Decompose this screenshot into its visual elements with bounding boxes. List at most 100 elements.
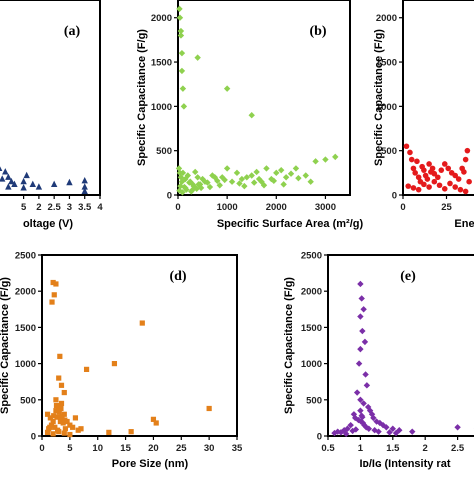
diamond-marker bbox=[194, 54, 200, 60]
square-marker bbox=[62, 431, 67, 436]
square-marker bbox=[53, 397, 58, 402]
y-tick-label: 2000 bbox=[376, 13, 397, 24]
circle-marker bbox=[421, 182, 427, 188]
square-marker bbox=[154, 420, 159, 425]
y-tick-label: 0 bbox=[31, 432, 36, 443]
y-tick-label: 0 bbox=[317, 432, 322, 443]
y-tick-label: 1000 bbox=[151, 102, 172, 113]
circle-marker bbox=[437, 182, 443, 188]
circle-marker bbox=[463, 189, 469, 195]
x-tick-label: 3000 bbox=[315, 202, 336, 213]
panel-label: (a) bbox=[64, 24, 81, 39]
square-marker bbox=[53, 281, 58, 286]
x-tick-label: 30 bbox=[204, 443, 215, 454]
circle-marker bbox=[409, 157, 415, 163]
y-tick-label: 1500 bbox=[151, 58, 172, 69]
diamond-marker bbox=[358, 295, 364, 301]
panel-label: (b) bbox=[309, 24, 326, 39]
y-tick-label: 1000 bbox=[15, 359, 36, 370]
triangle-marker bbox=[2, 168, 8, 174]
square-marker bbox=[45, 430, 50, 435]
square-marker bbox=[58, 406, 63, 411]
diamond-marker bbox=[280, 181, 286, 187]
circle-marker bbox=[426, 161, 432, 167]
circle-marker bbox=[442, 186, 448, 192]
triangle-marker bbox=[82, 177, 88, 183]
circle-marker bbox=[438, 167, 444, 173]
diamond-marker bbox=[251, 179, 257, 185]
x-axis-label: Specific Surface Area (m²/g) bbox=[217, 218, 364, 230]
circle-marker bbox=[414, 159, 420, 165]
y-axis-label: Specific Capacitance (F/g) bbox=[136, 29, 148, 166]
circle-marker bbox=[445, 166, 451, 172]
x-tick-label: 1.5 bbox=[386, 443, 400, 454]
diamond-marker bbox=[364, 382, 370, 388]
diamond-marker bbox=[303, 172, 309, 178]
x-tick-label: 4 bbox=[97, 202, 103, 213]
square-marker bbox=[76, 428, 81, 433]
triangle-marker bbox=[0, 175, 5, 181]
square-marker bbox=[73, 415, 78, 420]
triangle-marker bbox=[23, 172, 29, 178]
x-tick-label: 2 bbox=[423, 443, 428, 454]
circle-marker bbox=[456, 176, 462, 182]
x-tick-label: 10 bbox=[92, 443, 103, 454]
square-marker bbox=[49, 299, 54, 304]
circle-marker bbox=[442, 161, 448, 167]
panel-label: (e) bbox=[400, 269, 416, 284]
diamond-marker bbox=[263, 165, 269, 171]
diamond-marker bbox=[179, 68, 185, 74]
triangle-marker bbox=[20, 184, 26, 190]
diamond-marker bbox=[357, 407, 363, 413]
x-axis-label: Energ bbox=[454, 218, 474, 230]
circle-marker bbox=[404, 143, 410, 149]
triangle-marker bbox=[36, 183, 42, 189]
circle-marker bbox=[463, 157, 469, 163]
x-tick-label: 25 bbox=[441, 202, 452, 213]
circle-marker bbox=[411, 185, 417, 191]
diamond-marker bbox=[357, 313, 363, 319]
circle-marker bbox=[435, 174, 441, 180]
square-marker bbox=[56, 375, 61, 380]
diamond-marker bbox=[354, 389, 360, 395]
square-marker bbox=[57, 354, 62, 359]
diamond-marker bbox=[362, 371, 368, 377]
square-marker bbox=[59, 383, 64, 388]
x-axis-label: Pore Size (nm) bbox=[112, 458, 189, 470]
circle-marker bbox=[458, 187, 464, 193]
circle-marker bbox=[405, 183, 411, 189]
y-tick-label: 2000 bbox=[15, 287, 36, 298]
diamond-marker bbox=[357, 281, 363, 287]
diamond-marker bbox=[312, 158, 318, 164]
x-tick-label: 2.5 bbox=[451, 443, 465, 454]
diamond-marker bbox=[224, 165, 230, 171]
y-tick-label: 1500 bbox=[301, 323, 322, 334]
diamond-marker bbox=[192, 169, 198, 175]
square-marker bbox=[62, 417, 67, 422]
x-tick-label: 5 bbox=[21, 202, 27, 213]
y-axis-label: Specific Capacitance (F/g) bbox=[373, 29, 385, 166]
diamond-marker bbox=[332, 154, 338, 160]
plot-frame bbox=[0, 0, 100, 195]
x-tick-label: 1000 bbox=[217, 202, 238, 213]
circle-marker bbox=[416, 187, 422, 193]
circle-marker bbox=[432, 179, 438, 185]
diamond-marker bbox=[293, 165, 299, 171]
data-points bbox=[331, 281, 474, 437]
circle-marker bbox=[465, 148, 471, 154]
x-tick-label: 2.5 bbox=[48, 202, 62, 213]
x-tick-label: 25 bbox=[176, 443, 187, 454]
diamond-marker bbox=[454, 424, 460, 430]
square-marker bbox=[52, 292, 57, 297]
y-tick-label: 2000 bbox=[301, 287, 322, 298]
diamond-marker bbox=[357, 346, 363, 352]
square-marker bbox=[129, 429, 134, 434]
diamond-marker bbox=[229, 179, 235, 185]
x-tick-label: 5 bbox=[67, 443, 73, 454]
square-marker bbox=[106, 430, 111, 435]
y-tick-label: 500 bbox=[20, 395, 36, 406]
circle-marker bbox=[407, 150, 413, 156]
